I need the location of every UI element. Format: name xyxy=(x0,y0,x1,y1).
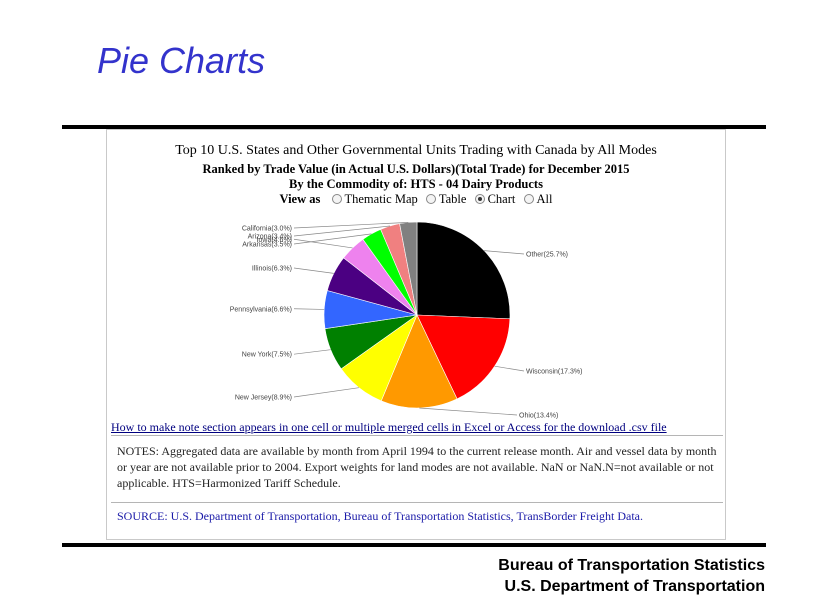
chart-title: Top 10 U.S. States and Other Governmenta… xyxy=(175,143,657,158)
leader-line-5 xyxy=(293,308,325,310)
howto-link[interactable]: How to make note section appears in one … xyxy=(111,420,667,434)
pie-slice-1 xyxy=(416,314,511,400)
slice-label-9: Arizona(3.4%) xyxy=(248,234,292,241)
leader-line-6 xyxy=(293,267,334,274)
slice-label-7: Iowa(4.6%) xyxy=(257,237,292,244)
slice-label-4: New York(7.5%) xyxy=(242,352,292,359)
radio-all[interactable] xyxy=(523,194,534,204)
radio-thematic-map[interactable] xyxy=(331,194,342,204)
slice-label-2: Ohio(13.4%) xyxy=(519,413,558,420)
view-as-row: View as Thematic Map Table Chart All xyxy=(107,192,725,207)
divider xyxy=(111,502,723,503)
leader-line-10 xyxy=(293,222,409,229)
leader-line-4 xyxy=(293,349,331,355)
leader-line-3 xyxy=(293,387,359,398)
slide-title: Pie Charts xyxy=(97,40,266,81)
leader-line-7 xyxy=(293,238,353,249)
slice-label-10: California(3.0%) xyxy=(242,226,292,233)
bottom-rule xyxy=(62,543,766,547)
radio-chart[interactable] xyxy=(474,194,485,204)
footer-line-2: U.S. Department of Transportation xyxy=(504,578,765,595)
option-thematic-map[interactable]: Thematic Map xyxy=(344,192,418,206)
pie-slice-0 xyxy=(416,221,511,320)
view-as-label: View as xyxy=(279,192,321,206)
option-table[interactable]: Table xyxy=(438,192,467,206)
leader-line-0 xyxy=(484,250,525,255)
pie-chart: Other(25.7%) Wisconsin(17.3%) Ohio(13.4%) N… xyxy=(230,221,582,420)
slice-label-8: Arkansas(3.5%) xyxy=(242,242,292,249)
slice-label-3: New Jersey(8.9%) xyxy=(235,395,292,402)
chart-panel: Top 10 U.S. States and Other Governmenta… xyxy=(106,129,726,540)
footer-line-1: Bureau of Transportation Statistics xyxy=(498,557,765,574)
slice-label-6: Illinois(6.3%) xyxy=(252,266,292,273)
leader-line-2 xyxy=(419,407,518,416)
slice-label-5: Pennsylvania(6.6%) xyxy=(230,306,292,313)
radio-table[interactable] xyxy=(425,194,436,204)
notes-text: NOTES: Aggregated data are available by … xyxy=(117,444,717,490)
divider xyxy=(111,435,723,436)
option-chart[interactable]: Chart xyxy=(487,192,516,206)
slice-label-1: Wisconsin(17.3%) xyxy=(526,369,582,376)
option-all[interactable]: All xyxy=(536,192,553,206)
chart-subtitle-commodity: By the Commodity of: HTS - 04 Dairy Prod… xyxy=(289,177,543,191)
slice-label-0: Other(25.7%) xyxy=(526,252,568,259)
chart-subtitle-ranking: Ranked by Trade Value (in Actual U.S. Do… xyxy=(202,162,630,176)
footer: Bureau of Transportation Statistics U.S.… xyxy=(498,555,765,597)
leader-line-8 xyxy=(293,233,372,245)
source-text: SOURCE: U.S. Department of Transportatio… xyxy=(117,509,643,523)
leader-line-1 xyxy=(494,365,525,372)
top-rule xyxy=(62,125,766,129)
leader-line-9 xyxy=(293,225,391,237)
